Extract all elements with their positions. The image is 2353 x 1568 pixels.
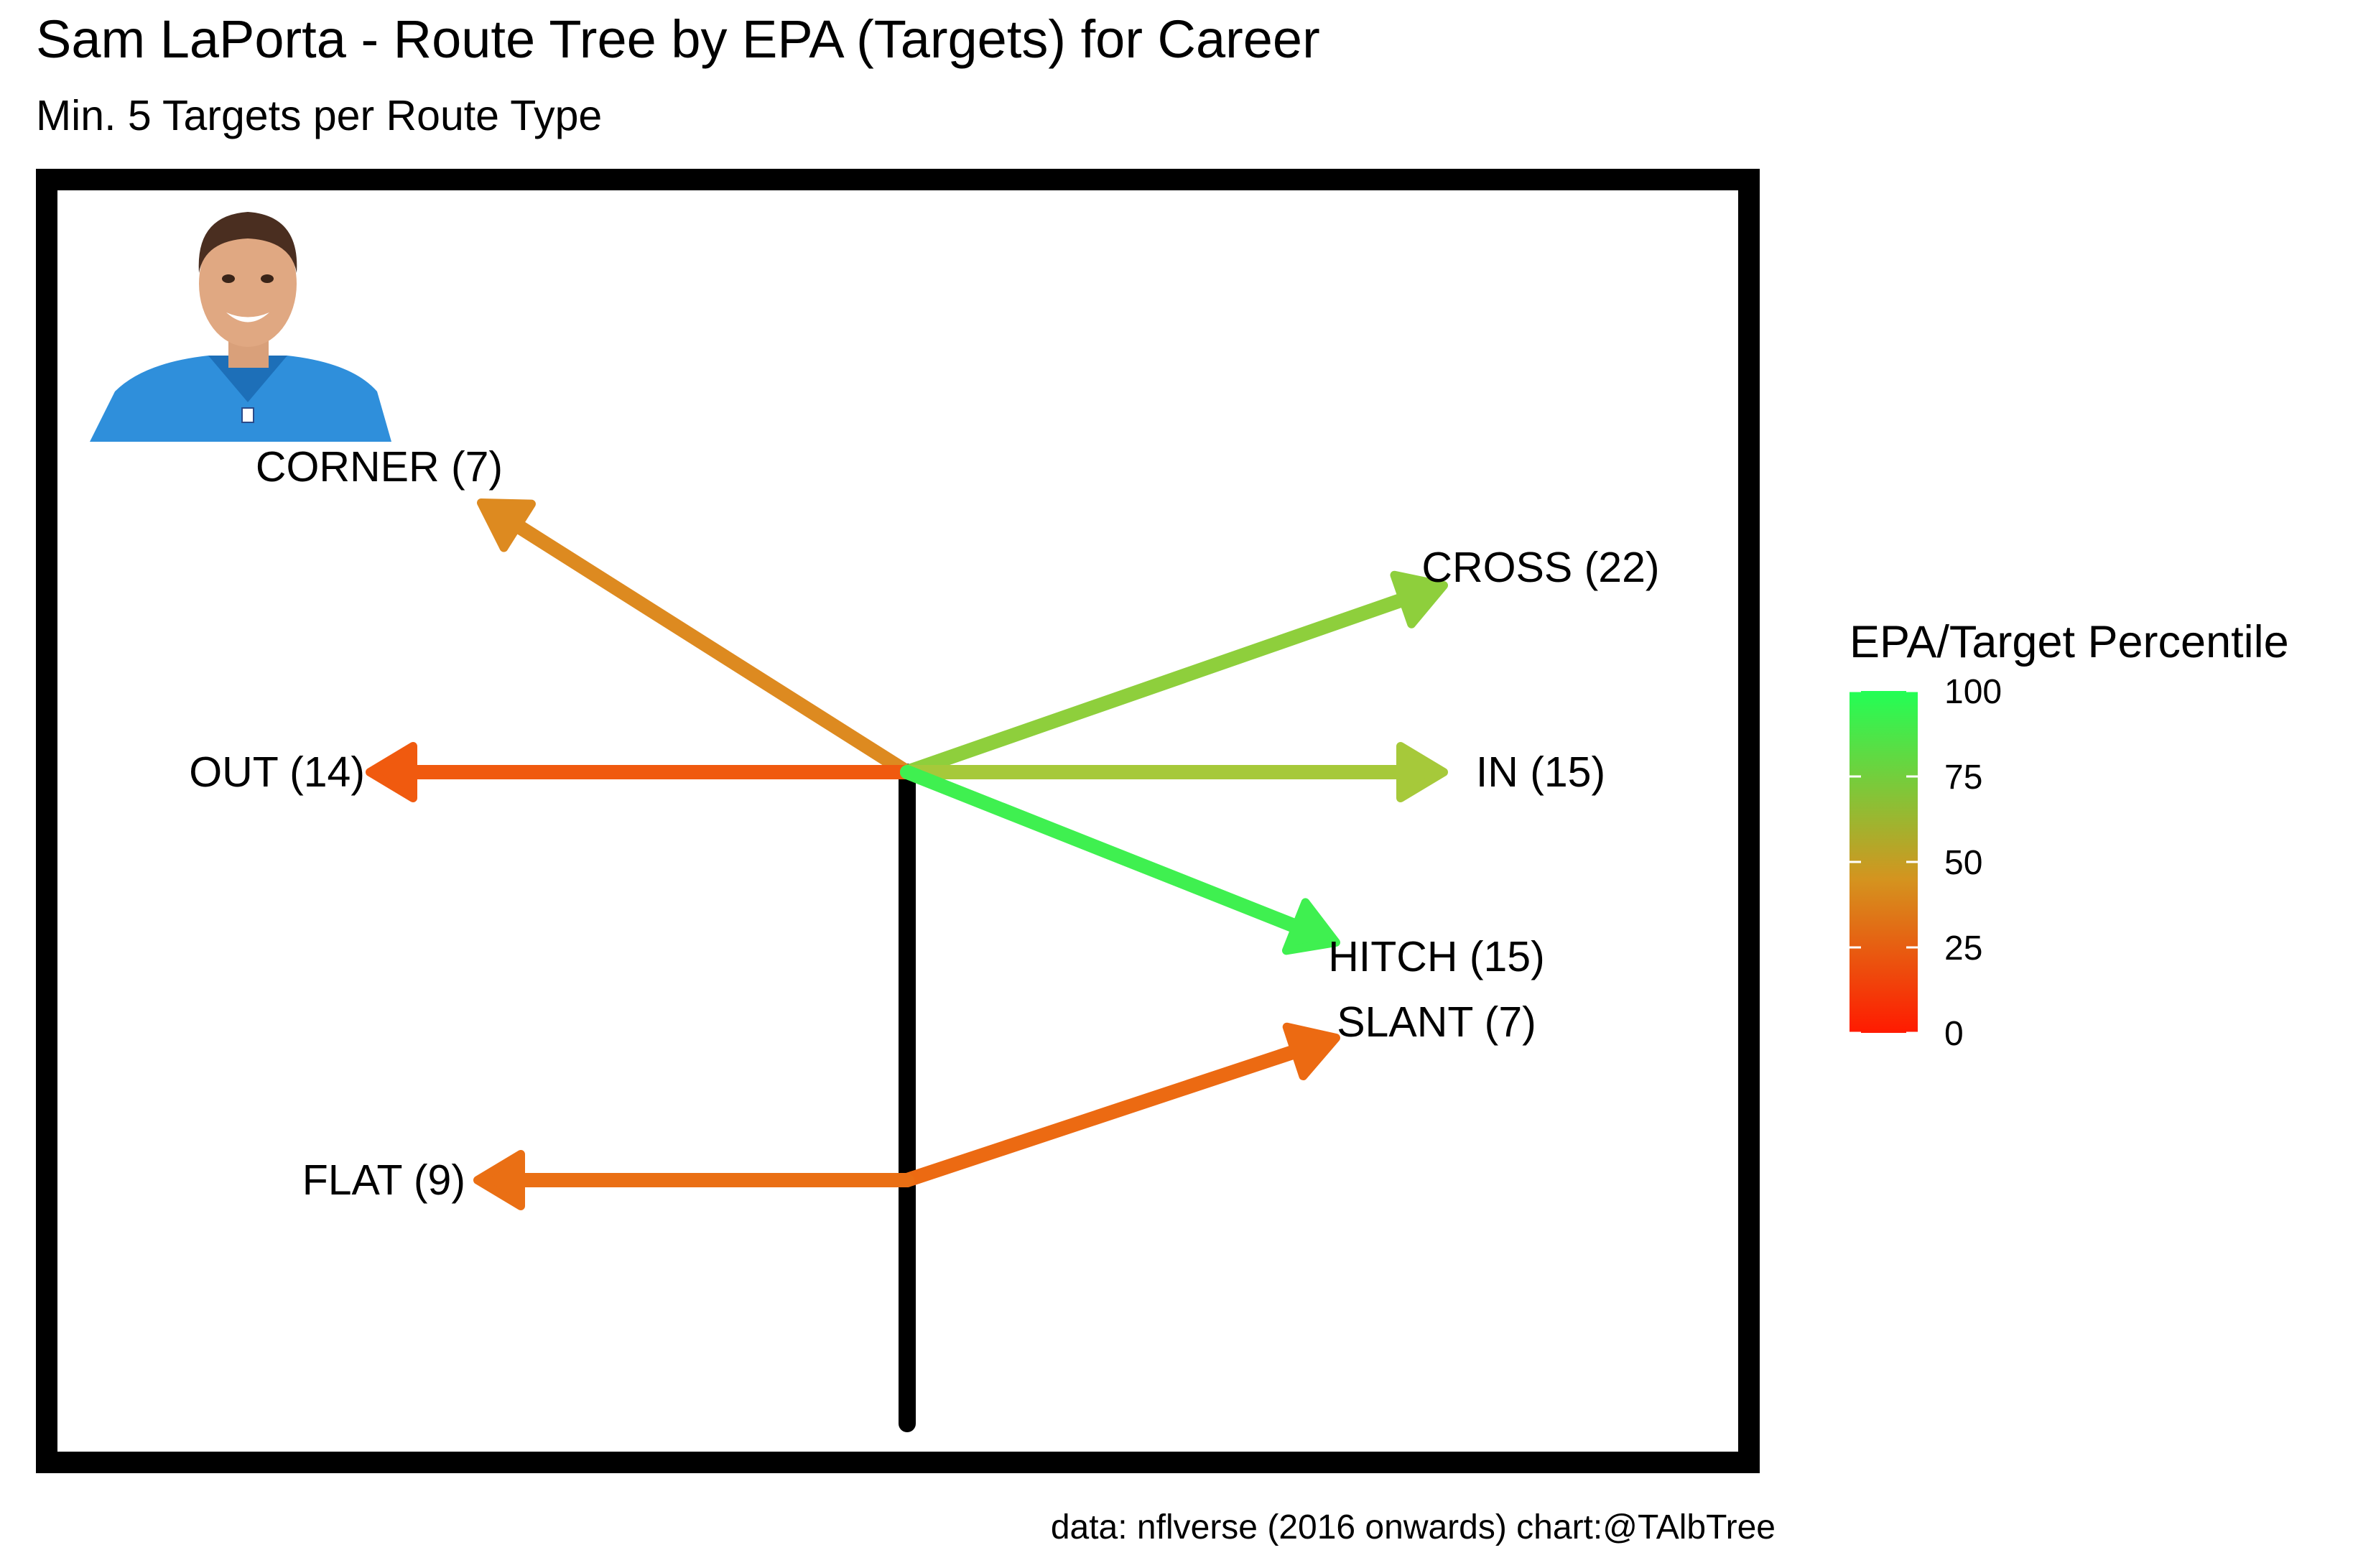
route-label-in: IN (15) <box>1476 748 1605 796</box>
route-arrowhead-in <box>1396 742 1448 802</box>
legend-title: EPA/Target Percentile <box>1850 617 2289 667</box>
chart-subtitle: Min. 5 Targets per Route Type <box>36 92 603 139</box>
legend-tick-label: 50 <box>1944 844 1982 882</box>
route-label-hitch: HITCH (15) <box>1328 933 1545 980</box>
route-label-out: OUT (14) <box>189 748 365 796</box>
route-line-hitch <box>900 765 1310 937</box>
route-line-cross <box>900 590 1417 779</box>
legend-tick-label: 0 <box>1944 1015 1964 1053</box>
legend-tick-label: 75 <box>1944 759 1982 797</box>
route-arrowhead-hitch <box>1281 898 1340 955</box>
route-arrowhead-flat <box>473 1150 525 1210</box>
field-frame <box>36 169 1760 1473</box>
legend-tick-label: 25 <box>1944 929 1982 968</box>
player-headshot-icon <box>90 212 391 442</box>
chart-title: Sam LaPorta - Route Tree by EPA (Targets… <box>36 9 1320 69</box>
route-line-corner <box>504 514 914 779</box>
chart-caption: data: nflverse (2016 onwards) chart:@TAl… <box>1050 1508 1776 1546</box>
route-arrowhead-out <box>366 742 417 802</box>
route-label-slant: SLANT (7) <box>1337 998 1536 1046</box>
route-arrowhead-cross <box>1390 570 1448 628</box>
route-line-slant <box>900 1042 1309 1187</box>
legend-tick-label: 100 <box>1944 673 2002 711</box>
color-legend: EPA/Target Percentile 0 25 50 75 100 <box>1850 617 2289 1053</box>
route-label-corner: CORNER (7) <box>256 443 503 491</box>
route-arrowhead-slant <box>1282 1022 1340 1081</box>
route-label-cross: CROSS (22) <box>1421 544 1659 591</box>
route-label-flat: FLAT (9) <box>302 1156 465 1204</box>
route-arrowhead-corner <box>477 498 536 552</box>
